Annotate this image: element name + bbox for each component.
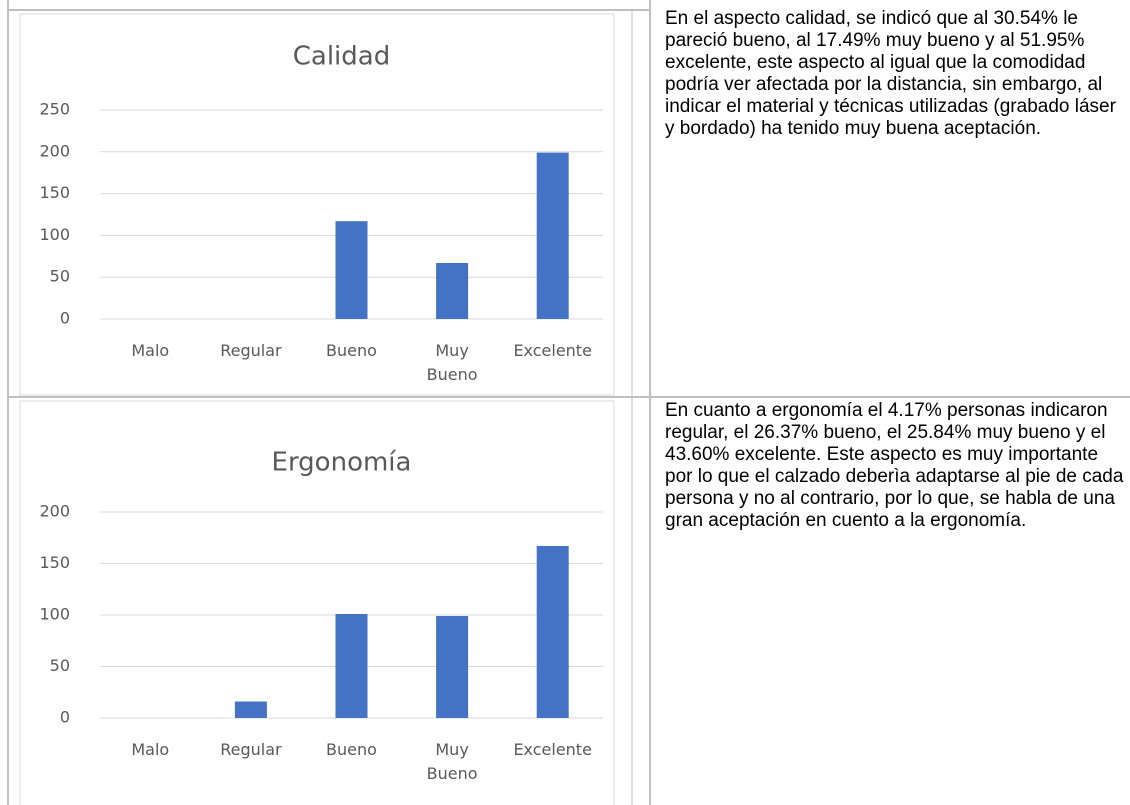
x-tick-label: Muy Bueno [426,740,478,783]
bar [436,262,469,319]
chart-title: Ergonomía [272,448,412,478]
x-tick-label: Regular [220,740,282,759]
x-tick-label: Muy Bueno [426,341,478,384]
y-tick-label: 0 [60,708,70,727]
y-tick-label: 100 [39,605,70,624]
x-tick-label: Bueno [326,341,377,360]
x-tick-label: Malo [131,341,170,360]
x-tick-label: Malo [131,740,170,759]
x-tick-label: Excelente [513,341,592,360]
y-tick-label: 0 [60,309,70,328]
y-tick-label: 100 [39,225,70,244]
x-tick-label: Regular [220,341,282,360]
chart-title: Calidad [293,42,390,72]
y-tick-label: 50 [50,267,70,286]
x-tick-label: Excelente [513,740,592,759]
y-tick-label: 50 [50,656,70,675]
chart-frame [19,13,615,396]
y-tick-label: 150 [39,553,70,572]
bar [536,545,569,718]
y-tick-label: 250 [39,100,70,119]
paragraph: En cuanto a ergonomía el 4.17% personas … [665,400,1124,531]
bar [335,613,368,718]
paragraph: En el aspecto calidad, se indicó que al … [665,8,1116,139]
x-tick-label: Bueno [326,740,377,759]
y-tick-label: 200 [39,502,70,521]
y-tick-label: 200 [39,141,70,160]
bar [536,152,569,319]
bar [234,701,267,718]
y-tick-label: 150 [39,183,70,202]
chart-frame [19,400,615,805]
bar [436,616,469,718]
bar [335,221,368,319]
